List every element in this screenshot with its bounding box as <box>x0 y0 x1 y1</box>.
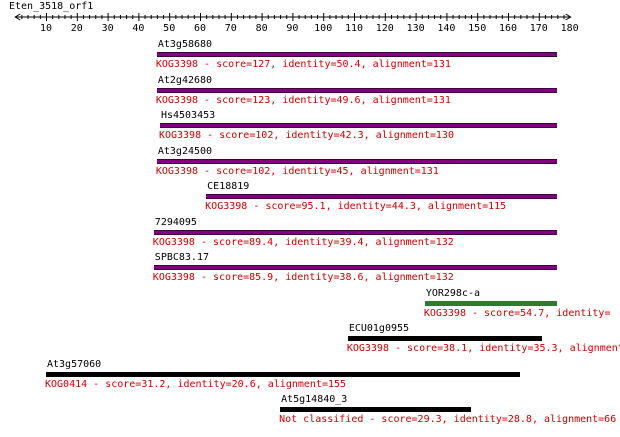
hit-description: KOG3398 - score=127, identity=50.4, alig… <box>155 59 451 70</box>
ruler-tick-label: 150 <box>468 23 486 34</box>
ruler-tick-label: 30 <box>102 23 114 34</box>
alignment-bar[interactable] <box>153 229 558 235</box>
hit-row[interactable]: YOR298c-a KOG3398 - score=54.7, identity= <box>0 288 620 322</box>
hit-name[interactable]: 7294095 <box>154 216 197 228</box>
hit-name[interactable]: At2g42680 <box>157 74 213 86</box>
ruler-tick-label: 180 <box>561 23 579 34</box>
hit-row[interactable]: ECU01g0955 KOG3398 - score=38.1, identity… <box>0 323 620 357</box>
hit-name[interactable]: YOR298c-a <box>425 287 481 299</box>
hit-row[interactable]: CE18819 KOG3398 - score=95.1, identity=44… <box>0 181 620 215</box>
hit-description: KOG3398 - score=102, identity=45, alignm… <box>155 165 439 177</box>
position-ruler: 10 20 30 40 50 60 70 80 90 100 110 120 130 140 150 160 1… <box>14 13 579 34</box>
alignment-bar[interactable] <box>156 87 558 93</box>
hit-name[interactable]: At5g14840_3 <box>281 394 348 405</box>
hit-description: KOG3398 - score=123, identity=49.6, alig… <box>155 94 451 106</box>
hit-name[interactable]: At3g58680 <box>157 39 213 50</box>
hit-name[interactable]: ECU01g0955 <box>348 323 410 334</box>
ruler-tick-label: 40 <box>132 23 144 34</box>
hit-name[interactable]: Hs4503453 <box>160 110 216 121</box>
alignment-bar[interactable] <box>206 194 558 199</box>
alignment-bar[interactable] <box>156 52 558 57</box>
alignment-bar[interactable] <box>347 336 542 341</box>
alignment-bar[interactable] <box>46 371 521 377</box>
ruler-tick-label: 100 <box>314 23 332 34</box>
hit-description: KOG0414 - score=31.2, identity=20.6, ali… <box>45 378 347 390</box>
hit-description: KOG3398 - score=89.4, identity=39.4, ali… <box>152 236 454 248</box>
ruler-tick-label: 130 <box>407 23 425 34</box>
alignment-bar[interactable] <box>156 158 558 164</box>
alignment-bar[interactable] <box>153 265 558 270</box>
hit-description: KOG3398 - score=95.1, identity=44.3, ali… <box>205 201 507 212</box>
alignment-bar[interactable] <box>424 300 558 306</box>
hit-row[interactable]: SPBC83.17 KOG3398 - score=85.9, identity=… <box>0 252 620 286</box>
hit-row[interactable]: 7294095 KOG3398 - score=89.4, identity=39… <box>0 217 620 251</box>
hit-description: Not classified - score=29.3, identity=28… <box>279 414 617 425</box>
ruler-tick-label: 50 <box>163 23 175 34</box>
ruler-tick-label: 140 <box>437 23 455 34</box>
ruler-tick-label: 110 <box>345 23 363 34</box>
ruler-tick-label: 90 <box>286 23 298 34</box>
hit-name[interactable]: SPBC83.17 <box>154 252 209 263</box>
hit-description: KOG3398 - score=102, identity=42.3, alig… <box>158 130 454 141</box>
hit-description: KOG3398 - score=38.1, identity=35.3, ali… <box>346 343 620 354</box>
hit-row[interactable]: At3g58680 KOG3398 - score=127, identity=5… <box>0 39 620 73</box>
hit-name[interactable]: CE18819 <box>207 181 250 192</box>
ruler-tick-label: 170 <box>530 23 548 34</box>
alignment-bar[interactable] <box>280 407 472 412</box>
ruler-tick-label: 20 <box>71 23 83 34</box>
hit-row[interactable]: At2g42680 KOG3398 - score=123, identity=4… <box>0 75 620 109</box>
hit-description: KOG3398 - score=54.7, identity= <box>423 307 611 319</box>
ruler-tick-label: 60 <box>194 23 206 34</box>
ruler-tick-label: 70 <box>225 23 237 34</box>
ruler-right-arrow <box>565 13 572 21</box>
ruler-tick-label: 10 <box>40 23 52 34</box>
ruler-tick-label: 80 <box>256 23 268 34</box>
hit-description: KOG3398 - score=85.9, identity=38.6, ali… <box>152 272 454 283</box>
hit-row[interactable]: At3g24500 KOG3398 - score=102, identity=4… <box>0 146 620 180</box>
hit-row[interactable]: Hs4503453 KOG3398 - score=102, identity=4… <box>0 110 620 144</box>
query-title: Eten_3518_orf1 <box>9 1 94 12</box>
hit-row[interactable]: At3g57060 KOG0414 - score=31.2, identity=… <box>0 359 620 393</box>
hit-row[interactable]: At5g14840_3 Not classified - score=29.3, … <box>0 394 620 428</box>
ruler-tick-label: 160 <box>499 23 517 34</box>
hit-name[interactable]: At3g24500 <box>157 145 213 157</box>
hit-name[interactable]: At3g57060 <box>47 358 102 370</box>
ruler-tick-label: 120 <box>376 23 394 34</box>
ruler-left-arrow <box>14 13 21 21</box>
alignment-bar[interactable] <box>159 123 558 128</box>
